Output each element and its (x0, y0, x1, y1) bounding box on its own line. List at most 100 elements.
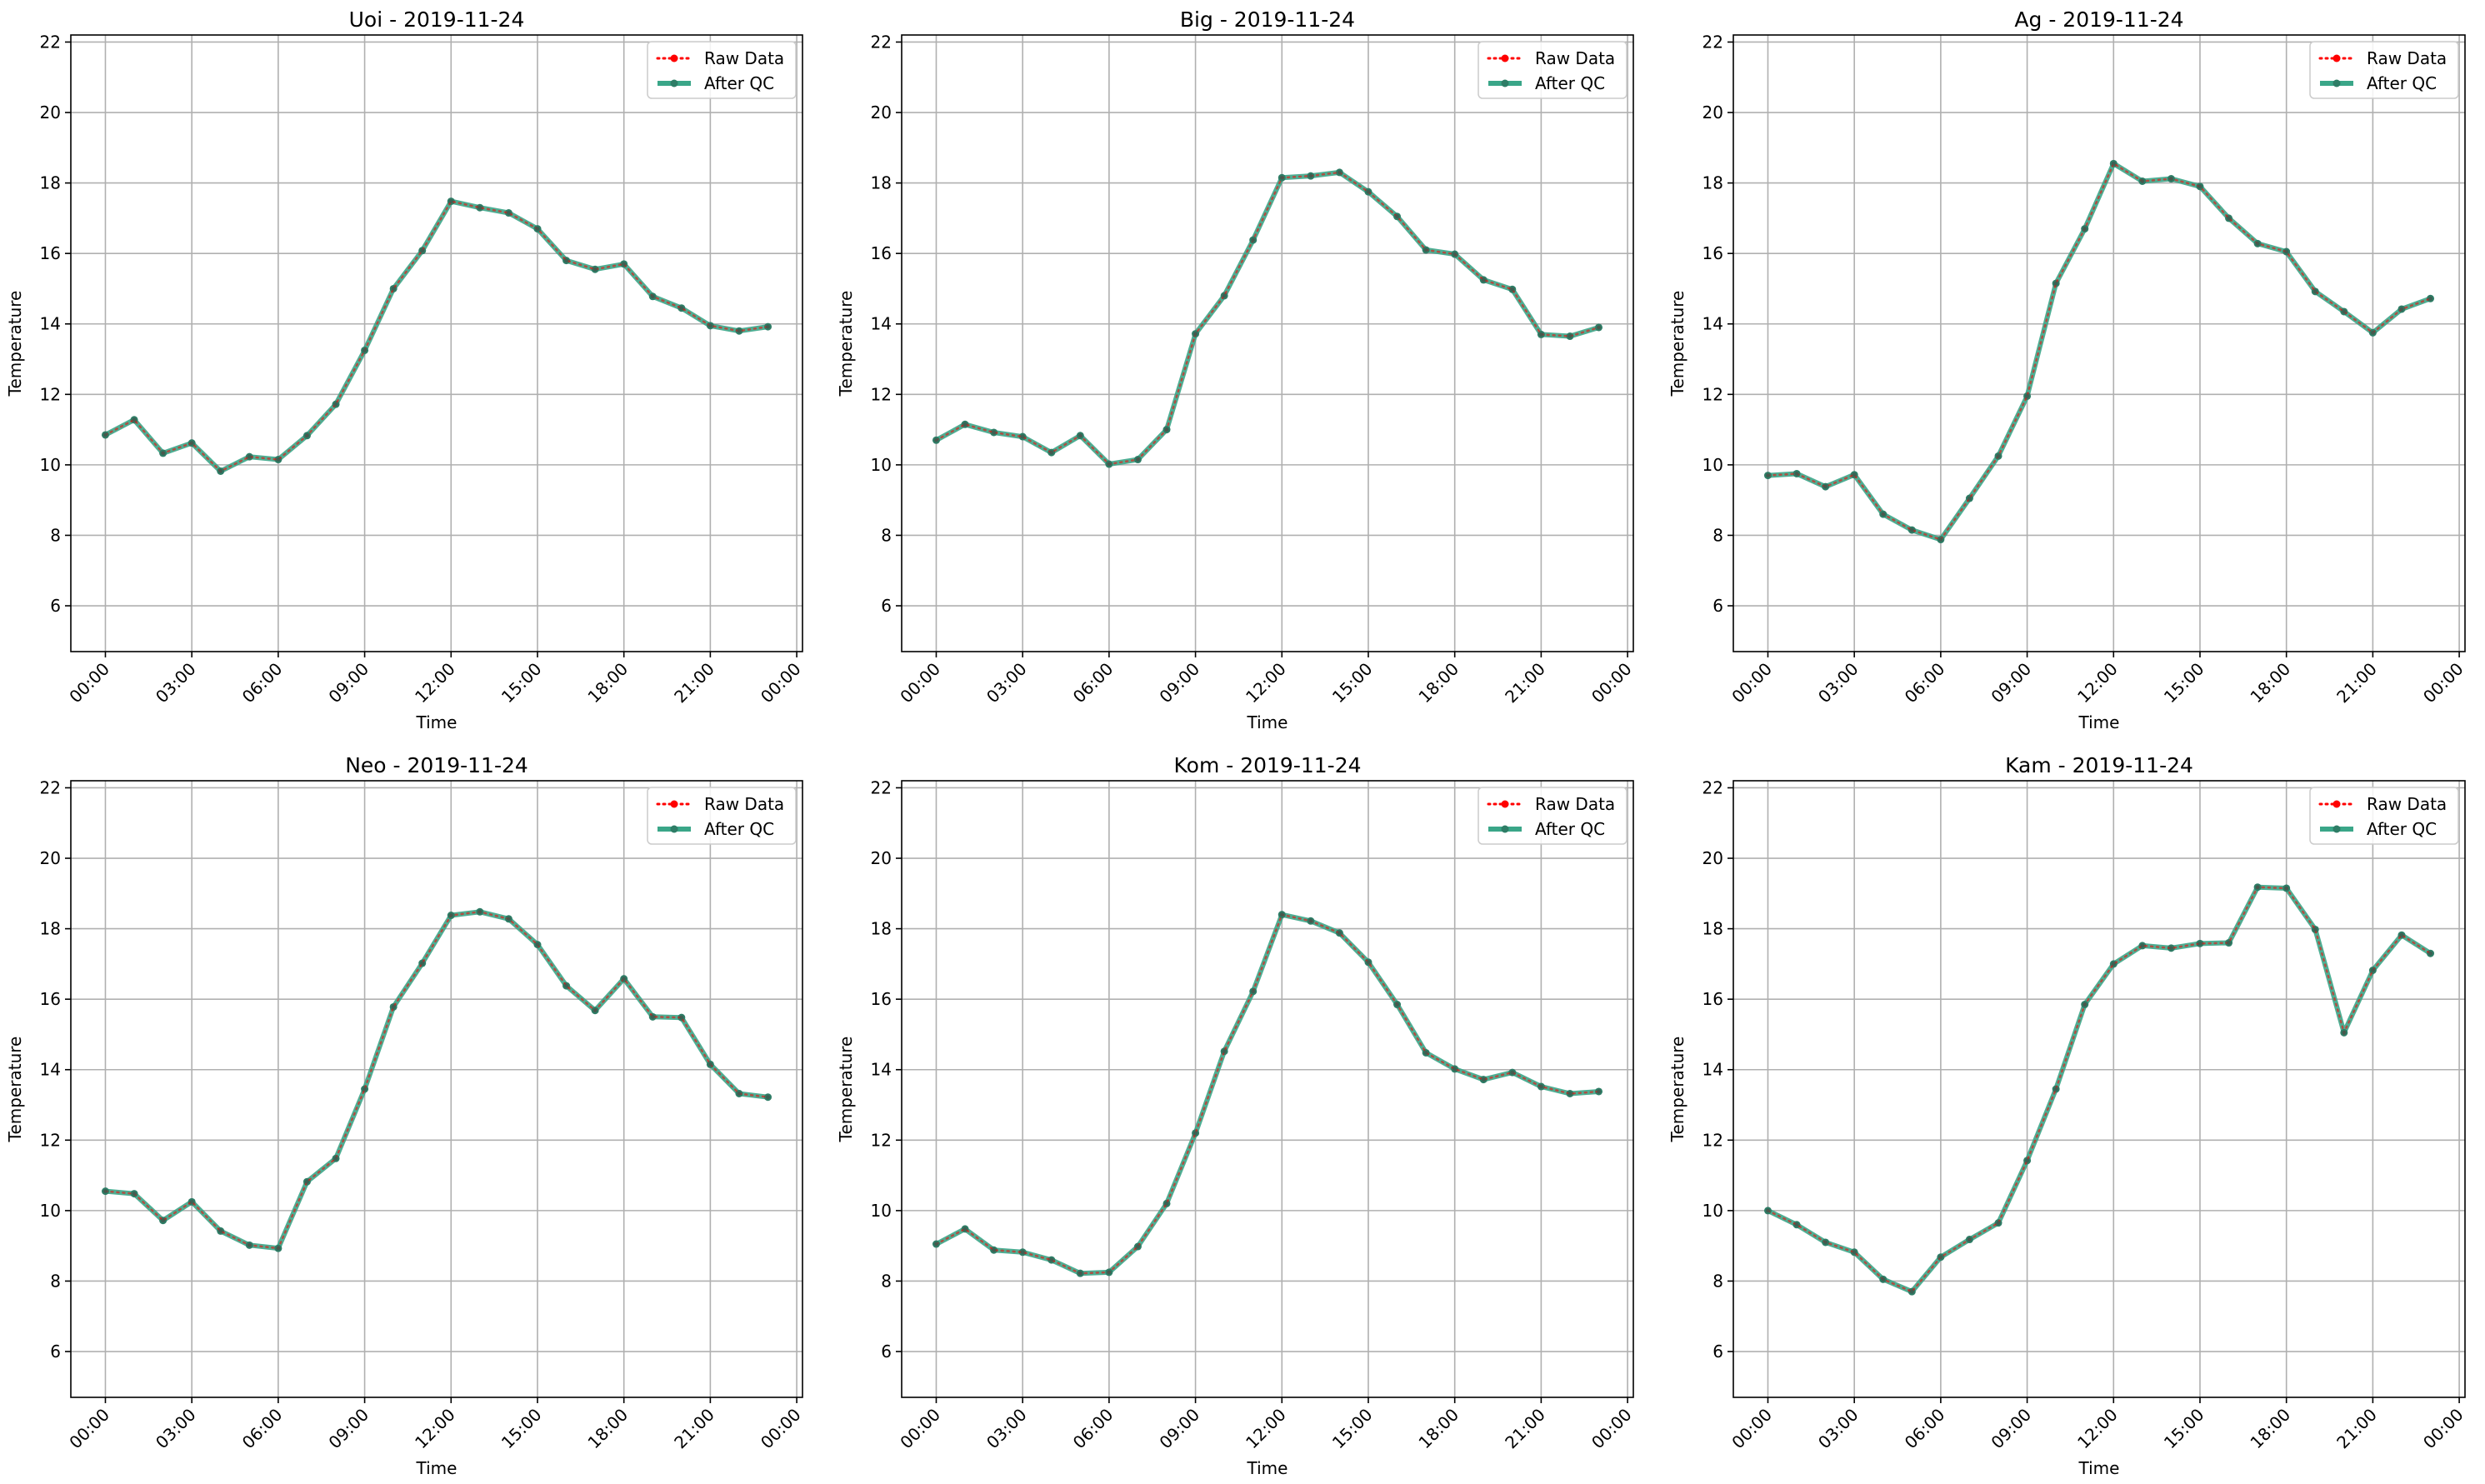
data-point (1107, 1270, 1112, 1275)
y-tick-label: 6 (50, 596, 61, 616)
y-tick-label: 22 (871, 32, 892, 52)
x-tick-label: 06:00 (1901, 659, 1949, 707)
chart-title: Ag - 2019-11-24 (2014, 7, 2183, 32)
data-point (1597, 1089, 1602, 1094)
legend-label-after-qc: After QC (1535, 819, 1605, 839)
data-point (189, 441, 194, 446)
data-point (708, 323, 712, 328)
data-point (1938, 537, 1943, 542)
series-after-qc (101, 907, 772, 1252)
data-point (2168, 946, 2173, 951)
data-point (2053, 281, 2058, 286)
x-tick-label: 00:00 (2419, 659, 2468, 707)
legend-label-raw-data: Raw Data (2367, 794, 2447, 814)
data-point (1164, 427, 1169, 432)
data-point (1538, 1084, 1543, 1089)
axes-frame (1732, 34, 2466, 652)
x-tick-label: 09:00 (1987, 659, 2035, 707)
x-tick-label: 00:00 (1588, 659, 1636, 707)
data-point (2082, 227, 2088, 232)
y-tick-label: 8 (50, 1271, 61, 1291)
data-point (1765, 473, 1770, 478)
data-point (1823, 484, 1828, 489)
data-point (564, 983, 569, 988)
legend: Raw Data After QC (2309, 787, 2459, 845)
data-point (1481, 1077, 1486, 1082)
y-tick-label: 10 (40, 1201, 61, 1221)
series-line (102, 909, 771, 1252)
x-tick-label: 12:00 (411, 1405, 459, 1453)
legend-label-after-qc: After QC (2367, 73, 2437, 93)
x-tick-label: 12:00 (1242, 659, 1290, 707)
series-raw-data (102, 909, 771, 1251)
y-tick-label: 20 (1702, 102, 1723, 122)
data-point (478, 909, 482, 914)
data-point (1135, 457, 1140, 462)
y-tick-label: 14 (871, 314, 892, 334)
y-axis-label: Temperature (836, 1037, 856, 1143)
x-tick-label: 00:00 (1728, 659, 1776, 707)
data-point (1568, 334, 1572, 339)
chart-title: Neo - 2019-11-24 (345, 753, 528, 777)
data-point (333, 1156, 338, 1161)
data-point (1881, 1277, 1886, 1282)
x-tick-label: 15:00 (498, 1405, 546, 1453)
data-point (1967, 1237, 1972, 1242)
x-tick-label: 00:00 (757, 659, 805, 707)
series-line (1767, 886, 2432, 1293)
x-tick-label: 18:00 (2246, 1405, 2294, 1453)
data-point (2140, 943, 2145, 948)
data-point (1049, 1257, 1054, 1262)
data-point (1538, 332, 1543, 337)
axes-frame (901, 780, 1634, 1398)
data-point (1481, 277, 1486, 282)
data-point (1279, 912, 1284, 917)
y-tick-label: 12 (40, 1130, 61, 1150)
data-point (2227, 216, 2232, 221)
data-point (1193, 1131, 1198, 1136)
data-point (564, 258, 569, 263)
data-point (1107, 462, 1112, 467)
series-after-qc (932, 168, 1603, 468)
data-point (2342, 1030, 2347, 1035)
data-point (506, 917, 511, 922)
data-point (1078, 433, 1082, 438)
data-point (1337, 931, 1342, 936)
data-point (2140, 178, 2145, 183)
data-point (102, 432, 108, 437)
x-tick-label: 06:00 (238, 1405, 287, 1453)
series-raw-data (1765, 161, 2433, 542)
legend-marker-after-qc (1501, 825, 1509, 833)
data-point (1164, 1201, 1169, 1206)
series-raw-data (102, 199, 771, 473)
data-point (2312, 927, 2318, 932)
series-line (935, 171, 1600, 466)
data-point (102, 1189, 108, 1194)
data-point (276, 1246, 281, 1251)
data-point (1337, 170, 1342, 175)
y-tick-label: 20 (1702, 848, 1723, 868)
data-point (2198, 941, 2202, 946)
x-axis-label: Time (416, 712, 458, 732)
y-tick-label: 20 (871, 848, 892, 868)
data-point (933, 1242, 938, 1247)
y-tick-label: 18 (871, 173, 892, 193)
y-tick-label: 18 (871, 919, 892, 939)
data-point (247, 1242, 252, 1247)
series-line (1765, 161, 2433, 542)
data-point (992, 1247, 997, 1252)
y-tick-label: 16 (40, 243, 61, 263)
data-point (1794, 1222, 1799, 1227)
data-point (420, 961, 425, 966)
data-point (1568, 1091, 1572, 1096)
data-point (218, 468, 223, 473)
chart-title: Big - 2019-11-24 (1180, 7, 1355, 32)
chart-panel-2: Ag - 2019-11-24 6 8 10 12 14 16 18 20 22 00:00 03:0… (1668, 7, 2468, 732)
data-point (708, 1062, 712, 1067)
data-point (161, 1218, 166, 1223)
data-point (766, 1095, 771, 1100)
data-point (1193, 332, 1198, 337)
x-tick-label: 18:00 (1414, 1405, 1462, 1453)
x-tick-label: 09:00 (1155, 1405, 1203, 1453)
y-tick-label: 6 (50, 1342, 61, 1362)
